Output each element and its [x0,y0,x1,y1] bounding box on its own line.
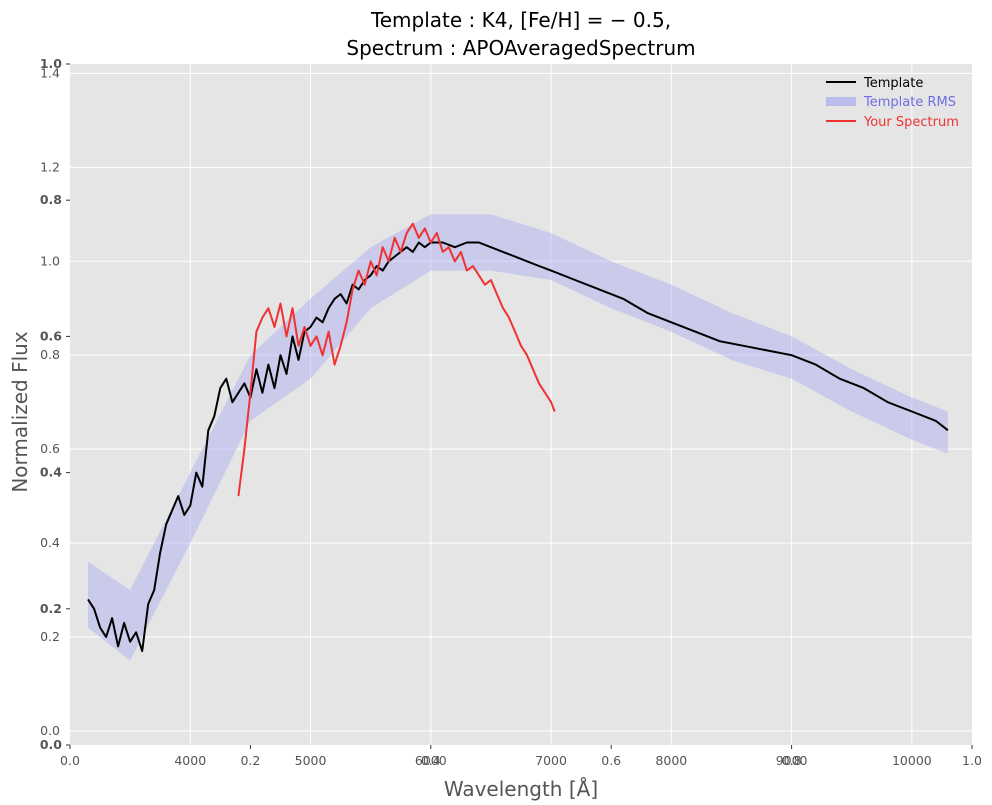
legend-label-template: Template [863,76,923,91]
overlay-y-tick-label: 1.0 [40,56,62,71]
legend-swatch-rms [826,97,856,106]
y-tick-label: 0.6 [40,441,60,456]
y-tick-label: 1.4 [40,65,60,80]
x-tick-label: 8000 [655,753,687,768]
grid-lines [70,64,972,745]
series-group [87,222,949,653]
overlay-y-tick-label: 0.4 [40,465,62,480]
overlay-x-tick-label: 1.0 [962,753,982,768]
overlay-x-tick-label: 0.6 [601,753,621,768]
overlay-y-tick-label: 0.6 [40,328,62,343]
template-line [87,241,949,653]
overlay-x-tick-label: 0.4 [421,753,441,768]
y-tick-label: 1.2 [40,159,60,174]
y-axis-title: Normalized Flux [8,331,32,493]
plot-area [70,64,972,745]
overlay-x-tick-label: 0.8 [782,753,802,768]
y-tick-label: 1.0 [40,253,60,268]
x-axis-title: Wavelength [Å] [444,777,598,801]
x-tick-label: 6000 [415,753,447,768]
y-tick-label: 0.4 [40,535,60,550]
legend: Template Template RMS Your Spectrum [826,76,959,130]
overlay-y-tick-label: 0.2 [40,601,62,616]
overlay-y-tick-label: 0.0 [40,737,62,752]
overlay-y-tick-label: 0.8 [40,192,62,207]
rms-band-group [88,214,948,661]
x-tick-label: 7000 [535,753,567,768]
x-tick-label: 4000 [174,753,206,768]
x-tick-label: 5000 [295,753,327,768]
x-tick-label: 9000 [776,753,808,768]
chart-title-line-1: Template : K4, [Fe/H] = − 0.5, [370,8,671,32]
overlay-x-tick-label: 0.2 [240,753,260,768]
tick-label-group: 4000 5000 6000 7000 8000 9000 10000 0.0 0.2 0.4 0.… [40,65,932,768]
y-tick-label: 0.2 [40,629,60,644]
chart-title-line-2: Spectrum : APOAveragedSpectrum [346,36,695,60]
legend-label-spectrum: Your Spectrum [863,115,959,130]
y-tick-label: 0.8 [40,347,60,362]
overlay-tick-label-group: 0.0 0.2 0.4 0.6 0.8 1.0 0.0 0.2 0.4 0.6 0.8 1.0 [40,56,982,768]
legend-label-rms: Template RMS [863,95,956,110]
rms-band [88,214,948,661]
overlay-x-tick-label: 0.0 [60,753,80,768]
x-tick-label: 10000 [892,753,932,768]
spectrum-line [237,222,556,497]
y-tick-label: 0.0 [40,723,60,738]
